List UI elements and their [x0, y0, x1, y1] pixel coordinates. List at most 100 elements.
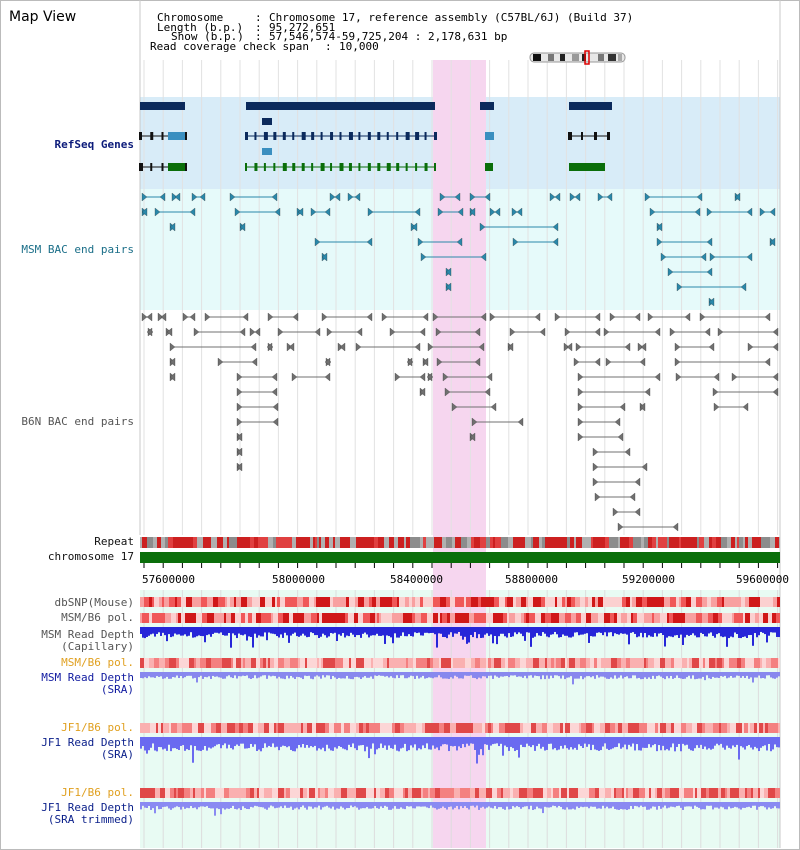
jf1-depth-sra-bar — [674, 737, 676, 752]
bac-end-marker — [436, 357, 443, 367]
msm-depth-sra-bar — [752, 672, 754, 683]
jf1-depth-sra-bar — [744, 737, 746, 750]
msm-depth-cap-bar — [236, 627, 238, 639]
bac-end-marker — [490, 402, 497, 412]
jf1-pol-heat-cell — [158, 723, 161, 733]
jf1-pol2-heat-cell — [543, 788, 547, 798]
jf1-pol2-heat-cell — [519, 788, 525, 798]
msm-pol-heat-cell — [358, 613, 363, 623]
msm-depth-cap-bar — [458, 627, 460, 632]
gene-row-exon — [367, 132, 371, 140]
chromosome-label: Chromosome — [157, 11, 224, 24]
jf1-depth-sra-bar — [322, 737, 324, 748]
repeat-heat-cell — [426, 537, 432, 548]
dbsnp-heat-cell — [426, 597, 431, 607]
jf1-depth-trim-bar — [418, 802, 420, 807]
repeat-heat-cell — [761, 537, 765, 548]
msm-depth-cap-bar — [294, 627, 296, 633]
dbsnp-heat-cell — [707, 597, 711, 607]
jf1-depth-trim-bar — [720, 802, 722, 807]
jf1-depth-trim-bar — [214, 802, 216, 816]
msm-depth-sra-bar — [548, 672, 550, 679]
bac-end-marker — [712, 387, 719, 397]
dbsnp-heat-cell — [358, 597, 364, 607]
jf1-pol-heat-cell — [198, 723, 204, 733]
jf1-depth-trim-bar — [434, 802, 436, 809]
jf1-pol2-heat-cell — [408, 788, 412, 798]
jf1-depth-trim-bar — [232, 802, 234, 806]
jf1-pol-heat-cell — [444, 723, 448, 733]
jf1-depth-sra-bar — [204, 737, 206, 746]
msm-depth-cap-bar — [186, 627, 188, 637]
msm-depth-cap-bar — [764, 627, 766, 635]
bac-end-marker — [159, 192, 166, 202]
msm-depth-sra-bar — [346, 672, 348, 676]
msm-depth-sra-bar — [778, 672, 780, 677]
msm-depth-sra-bar — [174, 672, 176, 678]
jf1-pol-heat-cell — [705, 723, 710, 733]
jf1-depth-trim-bar — [778, 802, 780, 809]
bac-end-marker — [484, 192, 491, 202]
chromosome-ideogram[interactable] — [529, 50, 626, 65]
msm-depth-cap-bar — [646, 627, 648, 638]
msm-pol-heat-cell — [381, 613, 386, 623]
msm-depth-cap-bar — [368, 627, 370, 638]
jf1-pol2-heat-cell — [657, 788, 662, 798]
jf1-depth-sra-bar — [606, 737, 608, 749]
bac-end-marker — [641, 462, 648, 472]
jf1-pol2-heat-cell — [178, 788, 184, 798]
msm-pol-heat-cell — [214, 613, 220, 623]
bac-end-marker — [605, 357, 612, 367]
repeat-heat-cell — [420, 537, 423, 548]
jf1-depth-trim-bar — [764, 802, 766, 808]
msm-pol-heat-cell — [593, 613, 598, 623]
repeat-heat-cell — [618, 537, 620, 548]
jf1-depth-trim-bar — [656, 802, 658, 810]
jf1-depth-trim-bar — [314, 802, 316, 808]
jf1-pol2-heat-cell — [674, 788, 679, 798]
jf1-depth-sra-bar — [164, 737, 166, 749]
bac-end-marker — [236, 447, 243, 457]
msm-depth-cap-bar — [554, 627, 556, 632]
msm-depth-cap-bar — [490, 627, 492, 635]
dbsnp-heat-cell — [666, 597, 670, 607]
msm-pol2-heat-cell — [703, 658, 705, 668]
bac-end-marker — [414, 342, 421, 352]
track-label-msm-depth-cap-sub: (Capillary) — [61, 640, 134, 653]
msm-pol2-heat-cell — [636, 658, 640, 668]
repeat-heat-cell — [765, 537, 770, 548]
msm-pol-heat-cell — [421, 613, 427, 623]
jf1-depth-sra-bar — [694, 737, 696, 749]
jf1-pol-heat-cell — [555, 723, 560, 733]
jf1-pol-heat-cell — [478, 723, 480, 733]
jf1-depth-trim-bar — [468, 802, 470, 810]
msm-depth-cap-bar — [494, 627, 496, 636]
msm-depth-cap-bar — [484, 627, 486, 635]
msm-depth-cap-bar — [162, 627, 164, 633]
jf1-pol-heat-cell — [278, 723, 284, 733]
jf1-pol-heat-cell — [505, 723, 510, 733]
msm-depth-cap-bar — [678, 627, 680, 638]
msm-depth-cap-bar — [670, 627, 672, 637]
bac-end-marker — [339, 342, 346, 352]
jf1-depth-sra-bar — [662, 737, 664, 746]
repeat-heat-cell — [609, 537, 615, 548]
msm-pol-heat-cell — [743, 613, 745, 623]
bac-end-marker — [314, 237, 321, 247]
msm-depth-sra-bar — [224, 672, 226, 679]
msm-depth-sra-bar — [160, 672, 162, 677]
msm-pol2-heat-cell — [699, 658, 703, 668]
msm-depth-cap-bar — [198, 627, 200, 636]
msm-pol-heat-cell — [440, 613, 442, 623]
jf1-depth-sra-bar — [170, 737, 172, 752]
repeat-heat-cell — [446, 537, 452, 548]
jf1-depth-sra-bar — [372, 737, 374, 744]
gene-row-exon — [434, 163, 436, 171]
bac-end-marker — [694, 207, 701, 217]
jf1-depth-sra-bar — [406, 737, 408, 752]
dbsnp-heat-cell — [265, 597, 270, 607]
msm-pol-heat-cell — [231, 613, 235, 623]
repeat-heat-cell — [356, 537, 360, 548]
jf1-pol2-heat-cell — [595, 788, 599, 798]
